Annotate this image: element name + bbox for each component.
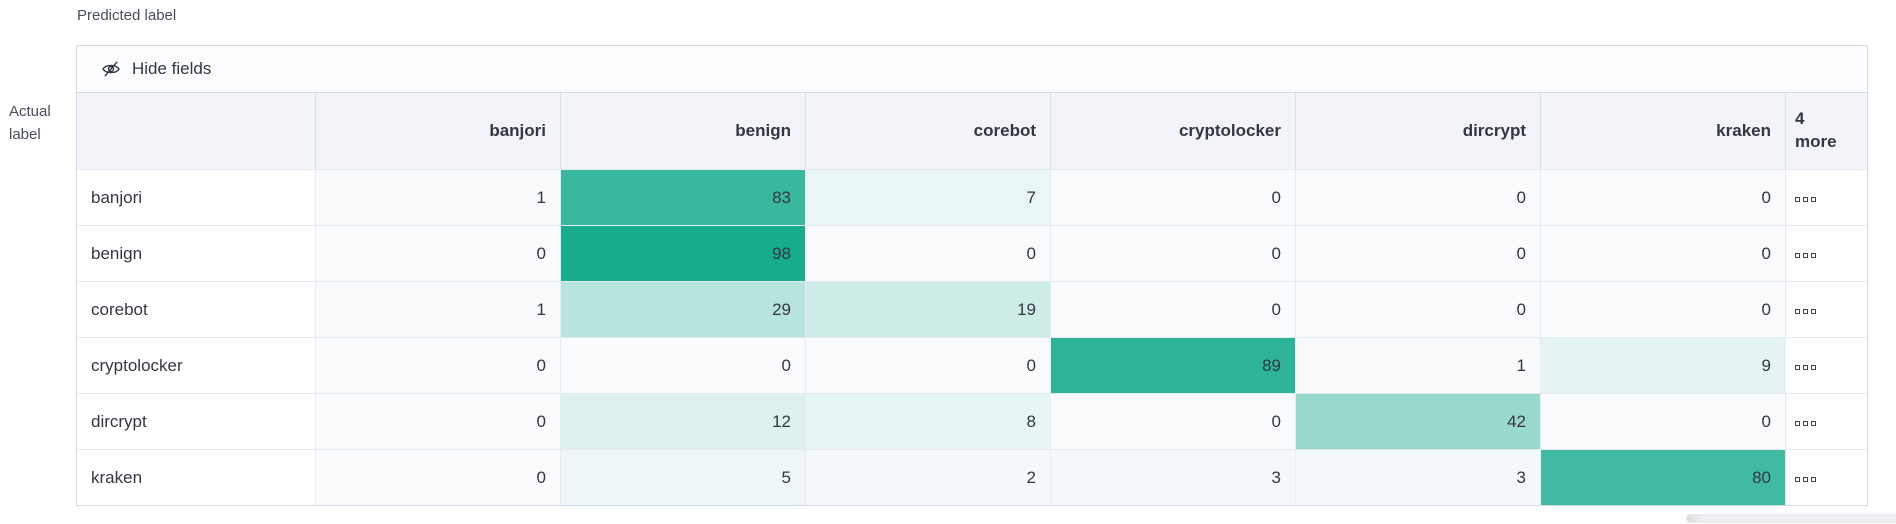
- table-row: dircrypt 0 12 8 0 42 0: [77, 393, 1867, 449]
- actual-label-axis-title: Actual label: [9, 103, 51, 143]
- row-label: corebot: [77, 281, 315, 337]
- row-label: kraken: [77, 449, 315, 505]
- matrix-cell: 19: [805, 281, 1050, 337]
- row-label: benign: [77, 225, 315, 281]
- matrix-cell: 0: [315, 337, 560, 393]
- confusion-matrix-card: Hide fields banjori benign corebot cryptolo…: [76, 45, 1868, 506]
- boxes-horizontal-icon: [1795, 245, 1819, 262]
- matrix-cell: 0: [1295, 169, 1540, 225]
- matrix-cell: 29: [560, 281, 805, 337]
- matrix-cell: 0: [315, 449, 560, 505]
- boxes-horizontal-icon: [1795, 413, 1819, 430]
- more-header-line2: more: [1795, 132, 1837, 151]
- row-label: banjori: [77, 169, 315, 225]
- column-header-dircrypt[interactable]: dircrypt: [1295, 93, 1540, 169]
- matrix-cell: 0: [1540, 225, 1785, 281]
- matrix-cell: 0: [315, 225, 560, 281]
- predicted-label-axis-title: Predicted label: [77, 7, 177, 24]
- hide-fields-label: Hide fields: [132, 59, 212, 78]
- matrix-cell: 7: [805, 169, 1050, 225]
- matrix-cell: 0: [805, 225, 1050, 281]
- hide-fields-button[interactable]: Hide fields: [77, 46, 1867, 93]
- column-header-more[interactable]: 4 more: [1785, 93, 1867, 169]
- horizontal-scrollbar-thumb[interactable]: [1686, 514, 1896, 523]
- grid-header-row: banjori benign corebot cryptolocker dircrypt…: [77, 93, 1867, 169]
- matrix-cell: 3: [1295, 449, 1540, 505]
- column-header-kraken[interactable]: kraken: [1540, 93, 1785, 169]
- matrix-cell: 5: [560, 449, 805, 505]
- column-header-banjori[interactable]: banjori: [315, 93, 560, 169]
- matrix-cell: 80: [1540, 449, 1785, 505]
- matrix-cell: 0: [1540, 281, 1785, 337]
- matrix-cell: 0: [805, 337, 1050, 393]
- matrix-cell: 0: [1050, 393, 1295, 449]
- column-header-corebot[interactable]: corebot: [805, 93, 1050, 169]
- more-header-line1: 4: [1795, 109, 1805, 129]
- matrix-cell: 2: [805, 449, 1050, 505]
- column-header-cryptolocker[interactable]: cryptolocker: [1050, 93, 1295, 169]
- matrix-cell: 1: [1295, 337, 1540, 393]
- table-row: kraken 0 5 2 3 3 80: [77, 449, 1867, 505]
- more-values-cell: [1785, 393, 1867, 449]
- matrix-cell: 98: [560, 225, 805, 281]
- table-row: cryptolocker 0 0 0 89 1 9: [77, 337, 1867, 393]
- row-label: dircrypt: [77, 393, 315, 449]
- matrix-cell: 0: [315, 393, 560, 449]
- matrix-cell: 0: [560, 337, 805, 393]
- boxes-horizontal-icon: [1795, 469, 1819, 486]
- matrix-cell: 42: [1295, 393, 1540, 449]
- boxes-horizontal-icon: [1795, 301, 1819, 318]
- matrix-cell: 83: [560, 169, 805, 225]
- matrix-cell: 0: [1050, 169, 1295, 225]
- confusion-matrix-grid: banjori benign corebot cryptolocker dircrypt…: [77, 93, 1867, 505]
- table-row: benign 0 98 0 0 0 0: [77, 225, 1867, 281]
- grid-corner-cell: [77, 93, 315, 169]
- more-values-cell: [1785, 169, 1867, 225]
- row-label: cryptolocker: [77, 337, 315, 393]
- matrix-cell: 0: [1540, 393, 1785, 449]
- matrix-cell: 12: [560, 393, 805, 449]
- boxes-horizontal-icon: [1795, 357, 1819, 374]
- more-values-cell: [1785, 449, 1867, 505]
- matrix-cell: 8: [805, 393, 1050, 449]
- matrix-cell: 0: [1050, 225, 1295, 281]
- matrix-cell: 3: [1050, 449, 1295, 505]
- eye-closed-icon: [102, 61, 120, 77]
- more-values-cell: [1785, 225, 1867, 281]
- matrix-cell: 0: [1540, 169, 1785, 225]
- matrix-cell: 0: [1295, 281, 1540, 337]
- matrix-cell: 1: [315, 169, 560, 225]
- matrix-cell: 0: [1295, 225, 1540, 281]
- column-header-benign[interactable]: benign: [560, 93, 805, 169]
- more-values-cell: [1785, 281, 1867, 337]
- table-row: corebot 1 29 19 0 0 0: [77, 281, 1867, 337]
- matrix-cell: 0: [1050, 281, 1295, 337]
- table-row: banjori 1 83 7 0 0 0: [77, 169, 1867, 225]
- boxes-horizontal-icon: [1795, 189, 1819, 206]
- matrix-cell: 9: [1540, 337, 1785, 393]
- more-values-cell: [1785, 337, 1867, 393]
- matrix-cell: 89: [1050, 337, 1295, 393]
- matrix-cell: 1: [315, 281, 560, 337]
